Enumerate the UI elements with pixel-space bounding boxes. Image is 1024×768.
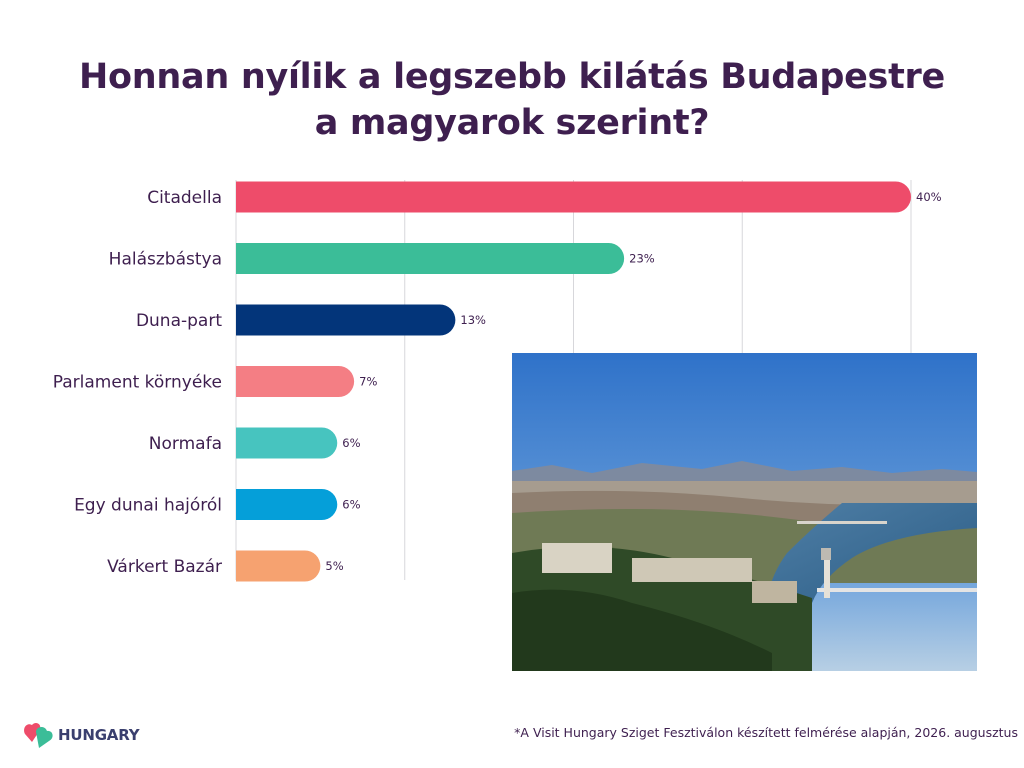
category-label-6: Egy dunai hajóról [74,496,222,516]
category-label-7: Várkert Bazár [107,557,222,577]
visit-hungary-logo: HUNGARY [22,720,152,750]
category-label-3: Duna-part [136,311,222,331]
bar-5 [236,427,338,459]
value-label-3: 13% [460,313,486,327]
bar-6 [236,489,338,520]
visit-hungary-heart-logo-icon [24,722,53,748]
category-label-5: Normafa [149,434,222,454]
value-label-1: 40% [916,190,942,204]
bar-7 [236,550,321,582]
title-line-2: a magyarok szerint? [314,103,710,143]
category-label-2: Halászbástya [109,250,222,270]
value-label-4: 7% [359,375,377,389]
footnote: *A Visit Hungary Sziget Fesztiválon kész… [514,725,1018,740]
value-label-5: 6% [342,436,360,450]
value-label-7: 5% [325,559,343,573]
category-label-1: Citadella [147,188,222,208]
bar-4 [236,366,355,397]
value-label-6: 6% [342,498,360,512]
citadella-panorama-photo [512,353,977,671]
bar-2 [236,243,625,274]
category-label-4: Parlament környéke [53,373,222,393]
chart-title: Honnan nyílik a legszebb kilátás Budapes… [0,54,1024,146]
bar-1 [236,181,911,213]
title-line-1: Honnan nyílik a legszebb kilátás Budapes… [79,57,945,97]
value-label-2: 23% [629,252,655,266]
bar-3 [236,304,456,336]
logo-wordmark: HUNGARY [58,726,140,744]
